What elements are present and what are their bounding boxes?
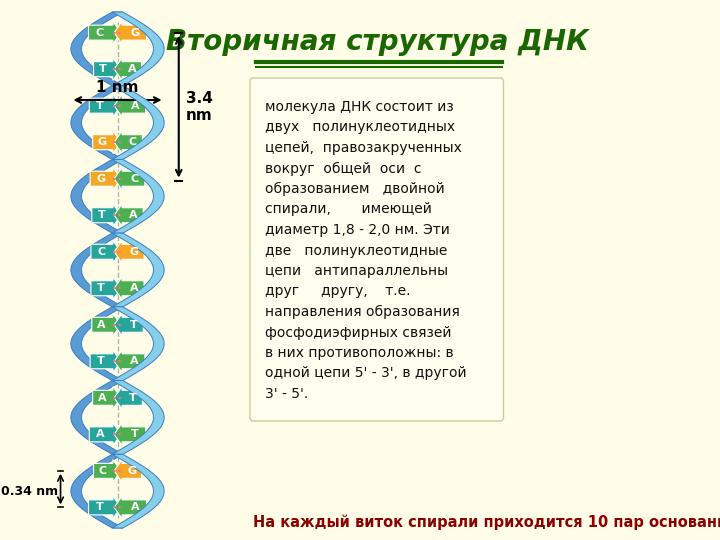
- Text: C: C: [99, 466, 107, 476]
- Text: T: T: [130, 320, 138, 330]
- FancyBboxPatch shape: [89, 94, 121, 117]
- FancyBboxPatch shape: [114, 167, 145, 190]
- Text: T: T: [96, 356, 104, 366]
- FancyBboxPatch shape: [114, 423, 145, 445]
- Text: T: T: [131, 429, 139, 440]
- Text: фосфодиэфирных связей: фосфодиэфирных связей: [265, 326, 451, 340]
- FancyBboxPatch shape: [114, 58, 141, 80]
- Text: двух   полинуклеотидных: двух полинуклеотидных: [265, 120, 455, 134]
- Text: G: G: [131, 28, 140, 38]
- Text: две   полинуклеотидные: две полинуклеотидные: [265, 244, 447, 258]
- Text: A: A: [128, 64, 137, 74]
- Text: T: T: [99, 64, 107, 74]
- Text: спирали,       имеющей: спирали, имеющей: [265, 202, 432, 217]
- Text: образованием   двойной: образованием двойной: [265, 182, 445, 196]
- FancyBboxPatch shape: [89, 496, 121, 518]
- Text: A: A: [130, 284, 138, 293]
- Text: направления образования: направления образования: [265, 305, 460, 319]
- FancyBboxPatch shape: [94, 58, 121, 80]
- Polygon shape: [71, 233, 123, 307]
- FancyBboxPatch shape: [93, 131, 121, 153]
- FancyBboxPatch shape: [114, 277, 144, 300]
- FancyBboxPatch shape: [114, 350, 145, 373]
- FancyBboxPatch shape: [114, 387, 143, 409]
- Polygon shape: [71, 159, 123, 233]
- FancyBboxPatch shape: [250, 78, 503, 421]
- Text: T: T: [98, 210, 106, 220]
- Text: На каждый виток спирали приходится 10 пар оснований.: На каждый виток спирали приходится 10 па…: [253, 514, 720, 530]
- Polygon shape: [71, 307, 123, 381]
- Polygon shape: [112, 307, 164, 381]
- Text: G: G: [96, 174, 105, 184]
- Text: G: G: [130, 247, 138, 256]
- FancyBboxPatch shape: [91, 204, 121, 226]
- Text: G: G: [98, 137, 107, 147]
- Text: цепей,  правозакрученных: цепей, правозакрученных: [265, 141, 462, 155]
- Text: 1 nm: 1 nm: [96, 79, 139, 94]
- Text: A: A: [129, 210, 138, 220]
- Polygon shape: [112, 233, 164, 307]
- Text: друг     другу,    т.е.: друг другу, т.е.: [265, 285, 410, 299]
- FancyBboxPatch shape: [114, 460, 141, 482]
- Text: C: C: [129, 137, 137, 147]
- Text: A: A: [97, 320, 106, 330]
- Text: T: T: [97, 284, 105, 293]
- Text: 3' - 5'.: 3' - 5'.: [265, 387, 308, 401]
- Text: A: A: [130, 356, 139, 366]
- Text: A: A: [98, 393, 107, 403]
- Text: A: A: [131, 502, 140, 512]
- Polygon shape: [112, 12, 164, 86]
- Text: A: A: [96, 429, 104, 440]
- Polygon shape: [112, 454, 164, 528]
- Text: G: G: [127, 466, 137, 476]
- Text: C: C: [97, 247, 105, 256]
- Text: 3.4
nm: 3.4 nm: [186, 91, 212, 123]
- Text: T: T: [129, 393, 137, 403]
- FancyBboxPatch shape: [90, 167, 121, 190]
- FancyBboxPatch shape: [90, 350, 121, 373]
- FancyBboxPatch shape: [89, 22, 121, 44]
- FancyBboxPatch shape: [94, 460, 121, 482]
- Text: вокруг  общей  оси  с: вокруг общей оси с: [265, 161, 421, 176]
- FancyBboxPatch shape: [114, 496, 146, 518]
- FancyBboxPatch shape: [91, 277, 121, 300]
- FancyBboxPatch shape: [114, 94, 145, 117]
- Polygon shape: [71, 454, 123, 528]
- Polygon shape: [71, 86, 123, 159]
- Text: T: T: [96, 100, 104, 111]
- Polygon shape: [71, 381, 123, 454]
- Polygon shape: [112, 159, 164, 233]
- FancyBboxPatch shape: [114, 131, 143, 153]
- Text: Вторичная структура ДНК: Вторичная структура ДНК: [166, 28, 589, 56]
- Polygon shape: [112, 86, 164, 159]
- Text: A: A: [130, 100, 139, 111]
- Polygon shape: [112, 381, 164, 454]
- Text: одной цепи 5' - 3', в другой: одной цепи 5' - 3', в другой: [265, 367, 467, 381]
- FancyBboxPatch shape: [91, 240, 121, 263]
- Text: C: C: [96, 28, 104, 38]
- Text: цепи   антипараллельны: цепи антипараллельны: [265, 264, 448, 278]
- Text: 0.34 nm: 0.34 nm: [1, 484, 58, 497]
- Text: в них противоположны: в: в них противоположны: в: [265, 346, 454, 360]
- Text: T: T: [96, 502, 104, 512]
- FancyBboxPatch shape: [114, 204, 143, 226]
- Text: диаметр 1,8 - 2,0 нм. Эти: диаметр 1,8 - 2,0 нм. Эти: [265, 223, 450, 237]
- FancyBboxPatch shape: [89, 423, 121, 445]
- Polygon shape: [71, 12, 123, 86]
- FancyBboxPatch shape: [114, 240, 144, 263]
- FancyBboxPatch shape: [114, 314, 143, 336]
- FancyBboxPatch shape: [91, 314, 121, 336]
- Text: C: C: [130, 174, 138, 184]
- FancyBboxPatch shape: [93, 387, 121, 409]
- Text: молекула ДНК состоит из: молекула ДНК состоит из: [265, 100, 454, 114]
- FancyBboxPatch shape: [114, 22, 146, 44]
